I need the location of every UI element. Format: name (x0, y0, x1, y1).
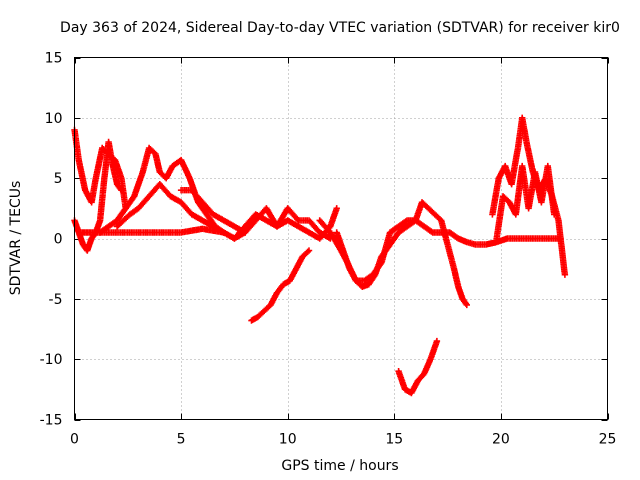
series-track-6 (177, 187, 340, 242)
y-tick-label: 15 (45, 51, 63, 67)
y-tick-label: -15 (40, 413, 63, 429)
plot-frame (74, 57, 608, 420)
y-tick-label: 5 (54, 171, 63, 187)
y-axis-label: SDTVAR / TECUs (8, 181, 24, 296)
axis-ticks: 0 5 10 15 20 25 -15 -10 -5 0 5 10 15 (40, 51, 617, 448)
series-track-12 (493, 162, 558, 242)
y-tick-label: 10 (45, 111, 63, 127)
y-tick-label: -10 (40, 352, 63, 368)
data-series (71, 114, 569, 397)
x-tick-label: 25 (599, 432, 617, 448)
x-tick-label: 15 (385, 432, 403, 448)
series-track-10 (395, 337, 441, 397)
plus-markers (333, 199, 470, 309)
x-tick-label: 0 (70, 432, 79, 448)
x-tick-label: 10 (279, 432, 297, 448)
x-tick-label: 5 (177, 432, 186, 448)
plus-markers (177, 187, 340, 242)
x-tick-label: 20 (492, 432, 510, 448)
series-track-7 (248, 247, 313, 324)
plus-markers (395, 337, 441, 397)
series-track-9 (333, 199, 470, 309)
chart-title: Day 363 of 2024, Sidereal Day-to-day VTE… (60, 20, 620, 36)
y-tick-label: 0 (54, 232, 63, 248)
x-axis-label: GPS time / hours (281, 458, 398, 474)
plus-markers (493, 162, 558, 242)
y-tick-label: -5 (49, 292, 63, 308)
plus-markers (248, 247, 313, 324)
